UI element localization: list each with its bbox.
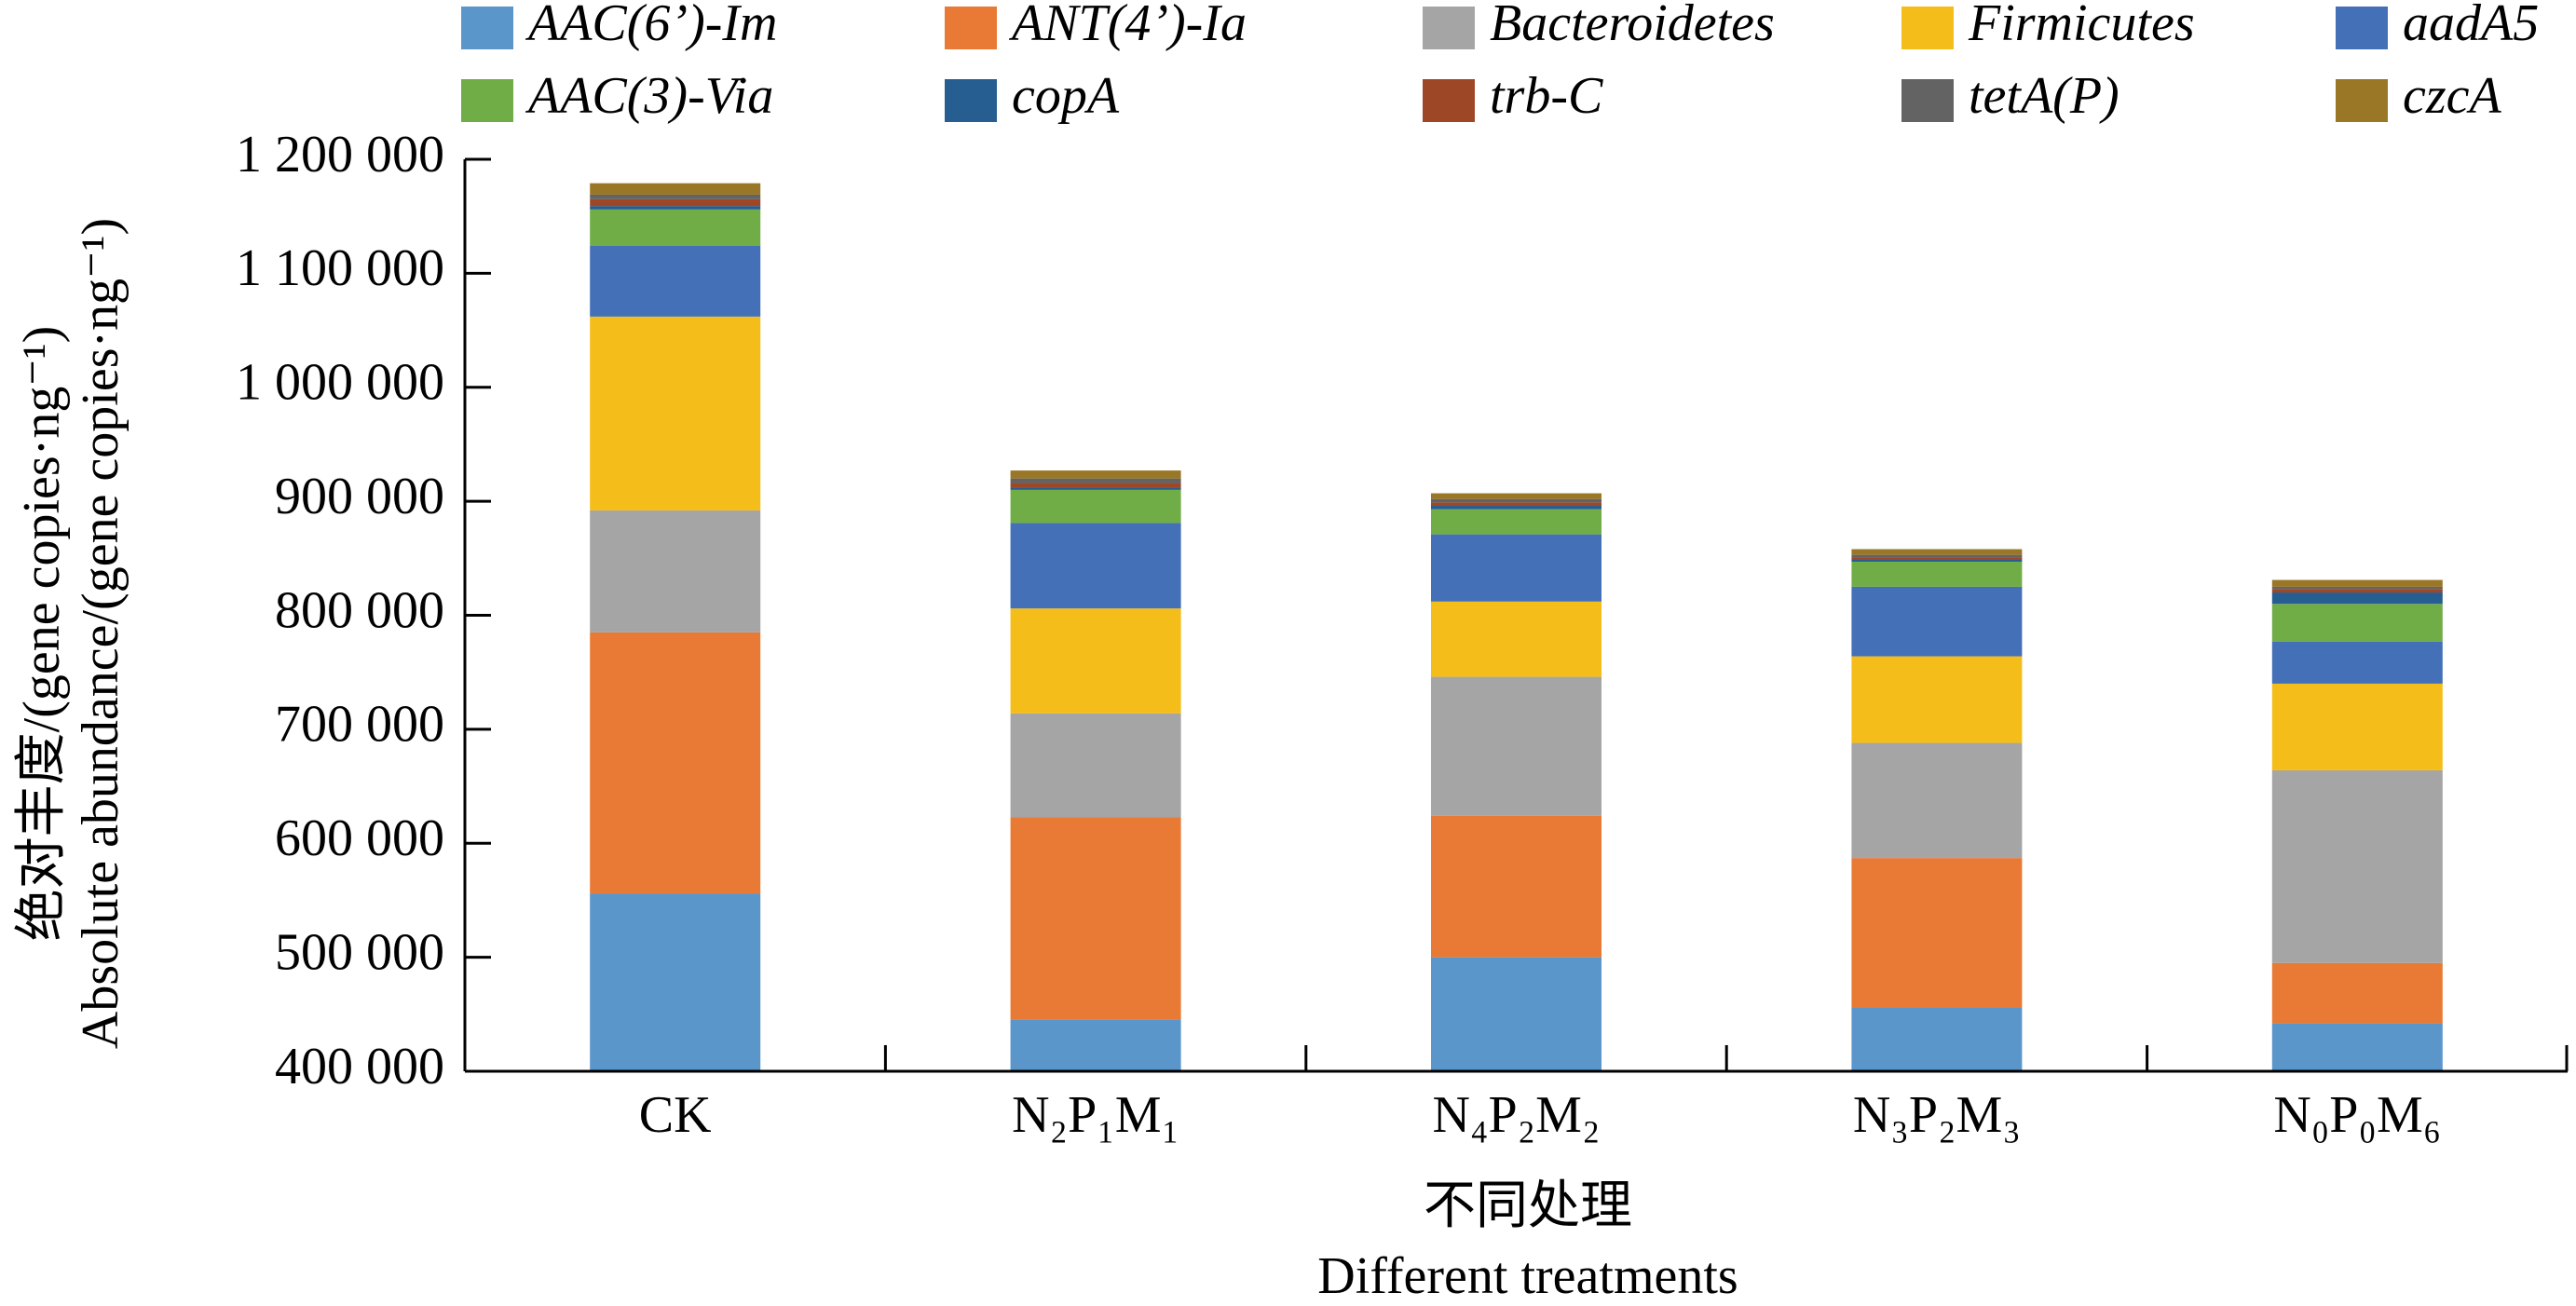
legend-label: czcA: [2403, 67, 2502, 125]
y-tick-label: 500 000: [275, 923, 444, 981]
bar-segment: [2271, 683, 2443, 770]
legend-label: trb-C: [1490, 67, 1603, 125]
y-tick-label: 1 100 000: [236, 239, 444, 297]
y-axis-label: Absolute abundance/(gene copies·ng⁻¹): [72, 218, 129, 1049]
bar-segment: [590, 198, 761, 207]
legend-swatch: [945, 79, 997, 122]
bar-segment: [1851, 858, 2023, 1008]
legend-swatch: [1423, 79, 1475, 122]
legend-swatch: [1901, 7, 1954, 49]
legend-label: AAC(6’)-Im: [525, 0, 777, 52]
legend-swatch: [1423, 7, 1475, 49]
bar-segment: [1851, 1007, 2023, 1071]
legend-swatch: [1901, 79, 1954, 122]
x-tick-label: N₄P₂M₂: [1433, 1086, 1601, 1144]
bar-segment: [1431, 601, 1601, 677]
bar-segment: [590, 246, 761, 317]
legend-swatch: [461, 79, 513, 122]
bar-segment: [590, 206, 761, 210]
bar-segment: [2271, 769, 2443, 963]
bar-segment: [1010, 608, 1181, 714]
bar-segment: [1010, 1019, 1181, 1071]
bar-segment: [2271, 962, 2443, 1024]
y-tick-label: 1 200 000: [236, 126, 444, 184]
legend-label: ANT(4’)-Ia: [1008, 0, 1247, 52]
bar-segment: [1010, 489, 1181, 524]
bar-segment: [1851, 554, 2023, 558]
y-tick-label: 600 000: [275, 809, 444, 867]
bar-segment: [2271, 1023, 2443, 1071]
bar-segment: [2271, 592, 2443, 605]
bar-segment: [1851, 549, 2023, 555]
bar-segment: [1010, 523, 1181, 609]
bar-segment: [2271, 604, 2443, 642]
bar-segment: [590, 510, 761, 633]
bar-segment: [1010, 487, 1181, 490]
y-tick-label: 700 000: [275, 696, 444, 754]
y-axis-label: 绝对丰度/(gene copies·ng⁻¹): [13, 326, 71, 942]
bar-segment: [1010, 817, 1181, 1020]
legend-swatch: [945, 7, 997, 49]
bar-segment: [1010, 483, 1181, 488]
bar-segment: [2271, 589, 2443, 593]
bar-segment: [1010, 478, 1181, 483]
bar-segment: [590, 316, 761, 510]
bar-segment: [590, 632, 761, 894]
bar-segment: [1431, 493, 1601, 499]
x-axis-label: Different treatments: [1317, 1247, 1738, 1305]
legend-swatch: [2336, 7, 2388, 49]
bar-segment: [2271, 586, 2443, 590]
legend-swatch: [2336, 79, 2388, 122]
bar-segment: [1431, 957, 1601, 1071]
x-tick-label: CK: [639, 1086, 712, 1144]
bar-segment: [590, 183, 761, 195]
bar-segment: [1431, 506, 1601, 510]
bar-segment: [1851, 557, 2023, 560]
legend-label: AAC(3)-Via: [525, 67, 773, 125]
bar-segment: [1851, 586, 2023, 657]
bar-segment: [1851, 742, 2023, 859]
bar-segment: [1010, 470, 1181, 479]
bar-segment: [2271, 579, 2443, 587]
bar-segment: [590, 194, 761, 199]
legend-label: aadA5: [2403, 0, 2539, 52]
y-tick-label: 900 000: [275, 468, 444, 525]
legend-label: tetA(P): [1969, 67, 2119, 125]
bar-segment: [1010, 713, 1181, 818]
y-tick-label: 1 000 000: [236, 354, 444, 412]
x-tick-label: N₀P₀M₆: [2273, 1086, 2441, 1144]
bar-segment: [1431, 815, 1601, 958]
bar-segment: [1851, 559, 2023, 562]
bar-segment: [1431, 509, 1601, 535]
bar-segment: [590, 209, 761, 247]
x-axis-label: 不同处理: [1424, 1177, 1632, 1235]
x-tick-label: N₂P₁M₁: [1012, 1086, 1179, 1144]
bar-segment: [1431, 676, 1601, 816]
bar-segment: [1431, 502, 1601, 507]
x-tick-label: N₃P₂M₃: [1853, 1086, 2021, 1144]
bar-segment: [1431, 498, 1601, 503]
y-tick-label: 800 000: [275, 581, 444, 639]
bar-segment: [590, 893, 761, 1071]
bar-segment: [1851, 561, 2023, 587]
legend-label: Bacteroidetes: [1490, 0, 1775, 52]
y-tick-label: 400 000: [275, 1038, 444, 1095]
bar-segment: [2271, 641, 2443, 684]
legend-label: copA: [1012, 67, 1120, 125]
legend-label: Firmicutes: [1968, 0, 2195, 52]
legend-swatch: [461, 7, 513, 49]
bar-segment: [1431, 534, 1601, 602]
bar-segment: [1851, 656, 2023, 743]
